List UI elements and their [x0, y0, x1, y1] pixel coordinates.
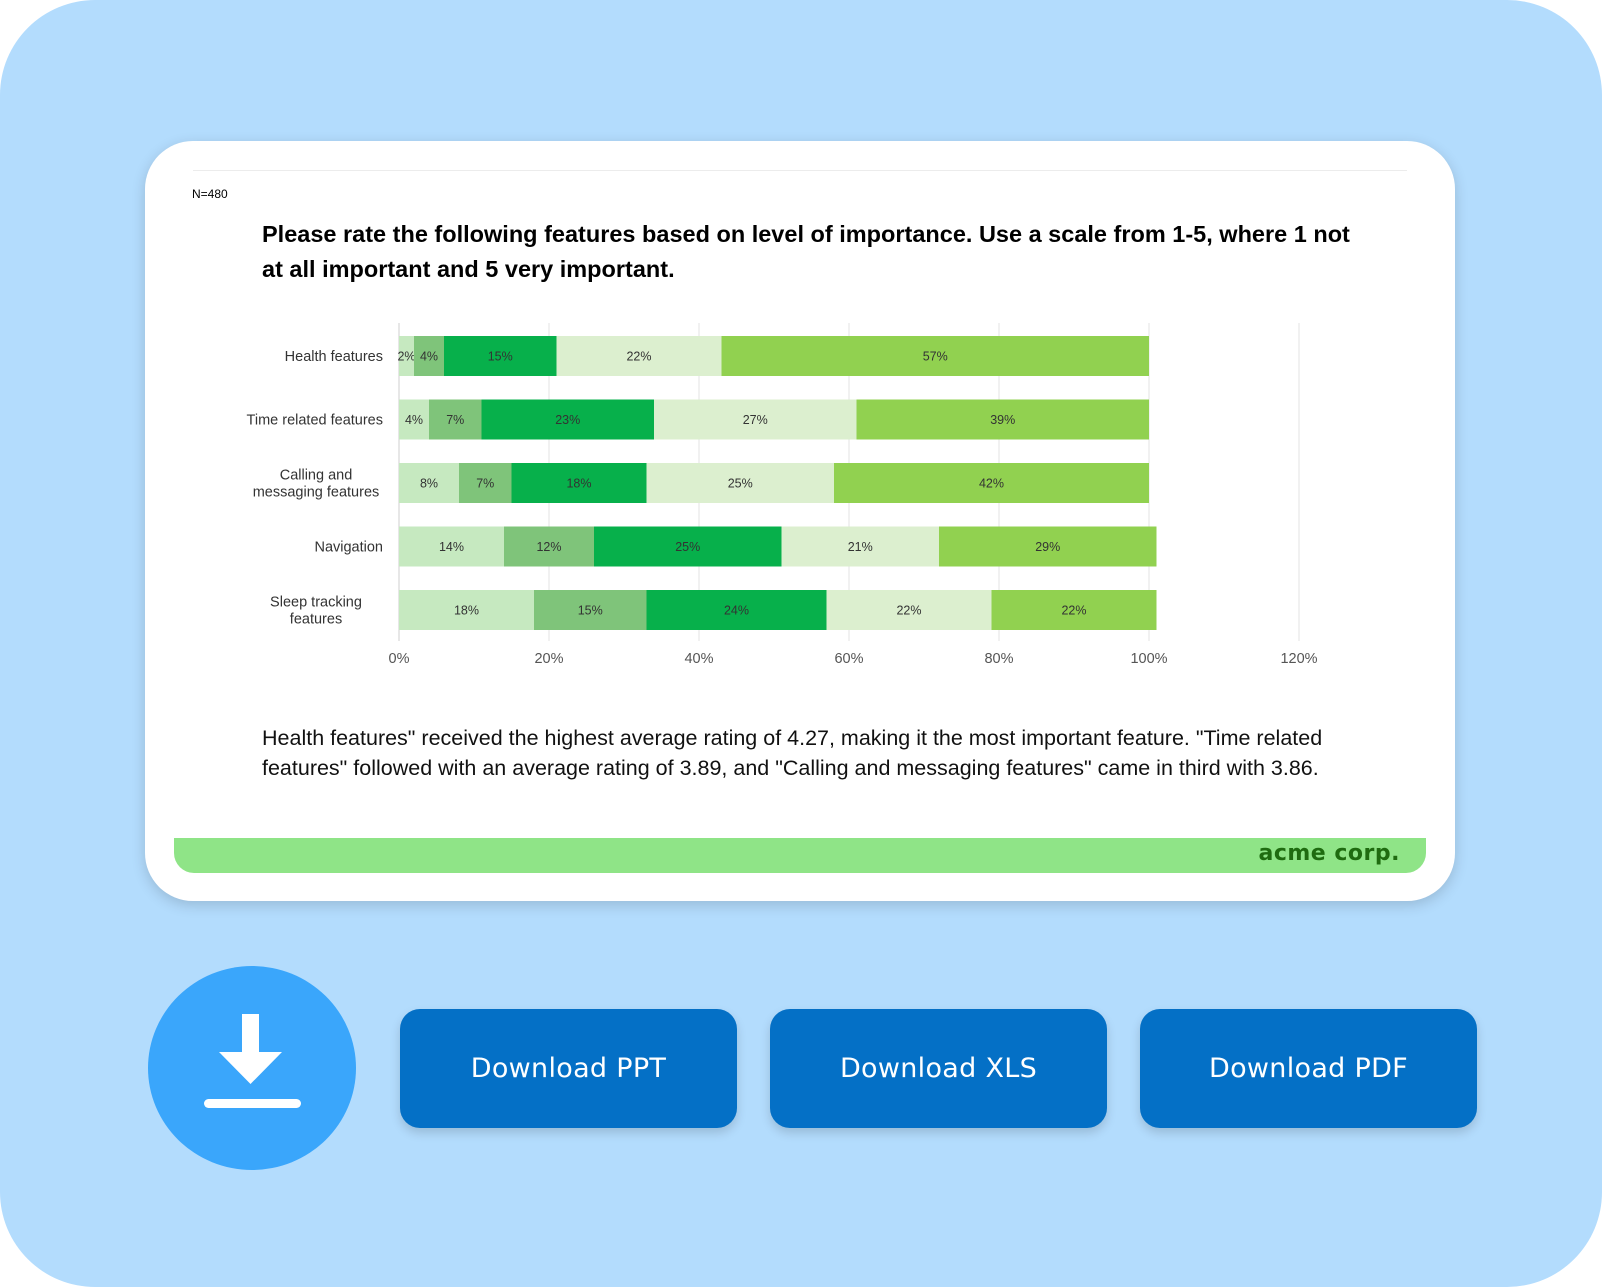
bar-segment: [504, 526, 594, 567]
bar-segment: [444, 336, 557, 376]
data-label: 4%: [405, 413, 423, 427]
data-label: 14%: [439, 540, 464, 554]
data-label: 22%: [1061, 604, 1086, 618]
data-label: 8%: [420, 477, 438, 491]
category-label: Calling and messaging features: [253, 468, 380, 501]
bar-segment: [781, 526, 939, 567]
category-label: Time related features: [247, 413, 383, 429]
bar-segment: [646, 463, 834, 503]
data-label: 2%: [397, 350, 415, 364]
bar-segment: [834, 463, 1149, 503]
bar-segment: [399, 590, 534, 630]
bar-segment: [939, 526, 1157, 567]
bar-segment: [534, 590, 647, 630]
x-tick-label: 40%: [684, 651, 713, 667]
data-label: 18%: [566, 477, 591, 491]
bar-segment: [429, 399, 482, 440]
chart-x-axis-ticks: 0% 20% 40% 60% 80% 100% 120%: [389, 651, 1318, 667]
data-label: 7%: [446, 413, 464, 427]
data-label: 21%: [848, 540, 873, 554]
x-tick-label: 120%: [1280, 651, 1317, 667]
data-label: 4%: [420, 350, 438, 364]
x-tick-label: 100%: [1130, 651, 1167, 667]
download-xls-button[interactable]: Download XLS: [770, 1009, 1107, 1128]
chart-category-labels: Health features Time related features Call…: [247, 349, 383, 628]
report-card: N=480 Please rate the following features…: [145, 141, 1455, 901]
bar-segment: [991, 590, 1157, 630]
bar-segment: [826, 590, 992, 630]
data-label: 22%: [626, 350, 651, 364]
bar-segment: [594, 526, 782, 567]
bar-segment: [481, 399, 654, 440]
bar-segment: [856, 399, 1149, 440]
bar-segment: [654, 399, 857, 440]
data-label: 23%: [555, 413, 580, 427]
data-label: 25%: [728, 477, 753, 491]
header-divider: [193, 170, 1407, 171]
data-label: 15%: [578, 604, 603, 618]
bar-segment: [511, 463, 647, 503]
data-label: 39%: [990, 413, 1015, 427]
data-label: 22%: [896, 604, 921, 618]
bar-segment: [414, 336, 444, 376]
bar-segment: [399, 336, 414, 376]
data-label: 15%: [488, 350, 513, 364]
data-label: 18%: [454, 604, 479, 618]
download-ppt-button[interactable]: Download PPT: [400, 1009, 737, 1128]
survey-question: Please rate the following features based…: [262, 221, 1350, 282]
category-label: Health features: [285, 349, 383, 365]
bar-segment: [556, 336, 722, 376]
x-tick-label: 80%: [984, 651, 1013, 667]
brand-footer-bar: acme corp.: [174, 838, 1426, 873]
download-pdf-button[interactable]: Download PDF: [1140, 1009, 1477, 1128]
summary-text: Health features" received the highest av…: [262, 726, 1323, 780]
bar-segment: [646, 590, 827, 630]
acme-corp-logo: acme corp.: [1258, 841, 1400, 866]
sample-size-label: N=480: [192, 187, 228, 201]
category-label: Navigation: [314, 540, 383, 556]
data-label: 57%: [923, 350, 948, 364]
x-tick-label: 60%: [834, 651, 863, 667]
stacked-bar-chart: 2% 4% 15% 22% 57% 4% 7% 23% 27% 39% 8% 7% 18% 25% 42% 1…: [247, 323, 1318, 667]
data-label: 29%: [1035, 540, 1060, 554]
x-tick-label: 0%: [389, 651, 410, 667]
chart-bars: 2% 4% 15% 22% 57% 4% 7% 23% 27% 39% 8% 7% 18% 25% 42% 1…: [397, 336, 1157, 630]
data-label: 42%: [979, 477, 1004, 491]
bar-segment: [399, 526, 504, 567]
category-label: Sleep tracking features: [270, 595, 362, 628]
data-label: 12%: [536, 540, 561, 554]
download-badge: [148, 966, 356, 1170]
data-label: 24%: [724, 604, 749, 618]
download-icon: [204, 1014, 301, 1108]
bar-segment: [399, 399, 429, 440]
bar-segment: [721, 336, 1149, 376]
bar-segment: [459, 463, 512, 503]
data-label: 25%: [675, 540, 700, 554]
data-label: 27%: [743, 413, 768, 427]
bar-segment: [399, 463, 459, 503]
data-label: 7%: [476, 477, 494, 491]
x-tick-label: 20%: [534, 651, 563, 667]
